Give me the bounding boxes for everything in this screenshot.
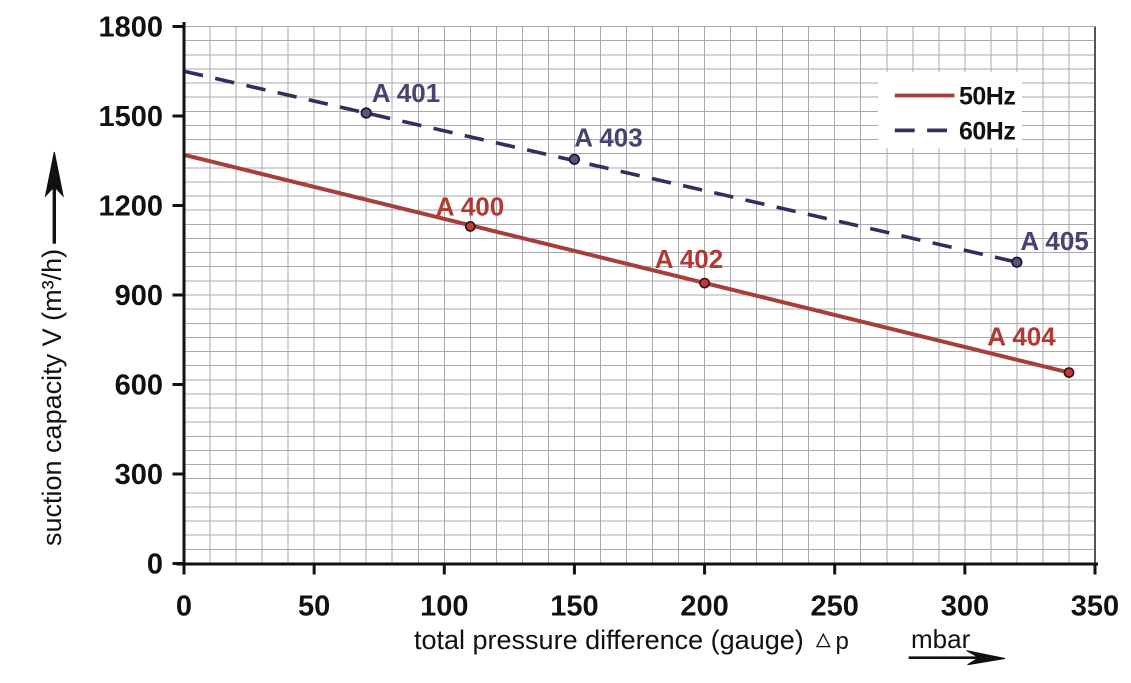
svg-text:total pressure difference (gau: total pressure difference (gauge) xyxy=(414,625,804,655)
svg-text:150: 150 xyxy=(550,591,598,623)
svg-text:A 404: A 404 xyxy=(987,322,1056,352)
svg-text:p: p xyxy=(836,628,849,655)
svg-text:50: 50 xyxy=(298,591,330,623)
svg-text:A 405: A 405 xyxy=(1020,226,1088,256)
svg-text:A 402: A 402 xyxy=(655,244,723,274)
svg-text:350: 350 xyxy=(1071,591,1119,623)
svg-text:A 400: A 400 xyxy=(436,192,504,222)
svg-text:0: 0 xyxy=(147,549,163,581)
svg-text:50Hz: 50Hz xyxy=(959,83,1015,111)
svg-text:A 401: A 401 xyxy=(372,78,440,108)
svg-text:900: 900 xyxy=(115,280,163,312)
svg-text:suction capacity V (m³/h): suction capacity V (m³/h) xyxy=(37,249,67,546)
svg-text:mbar: mbar xyxy=(911,624,971,654)
svg-text:1200: 1200 xyxy=(98,191,163,223)
svg-text:A 403: A 403 xyxy=(574,123,642,153)
svg-text:1800: 1800 xyxy=(98,12,163,44)
svg-text:300: 300 xyxy=(115,459,163,491)
svg-text:100: 100 xyxy=(420,591,468,623)
svg-text:250: 250 xyxy=(811,591,859,623)
svg-text:300: 300 xyxy=(941,591,989,623)
svg-text:1500: 1500 xyxy=(98,101,163,133)
svg-text:60Hz: 60Hz xyxy=(959,118,1015,146)
svg-text:0: 0 xyxy=(176,591,192,623)
svg-text:200: 200 xyxy=(680,591,728,623)
svg-text:600: 600 xyxy=(115,370,163,402)
